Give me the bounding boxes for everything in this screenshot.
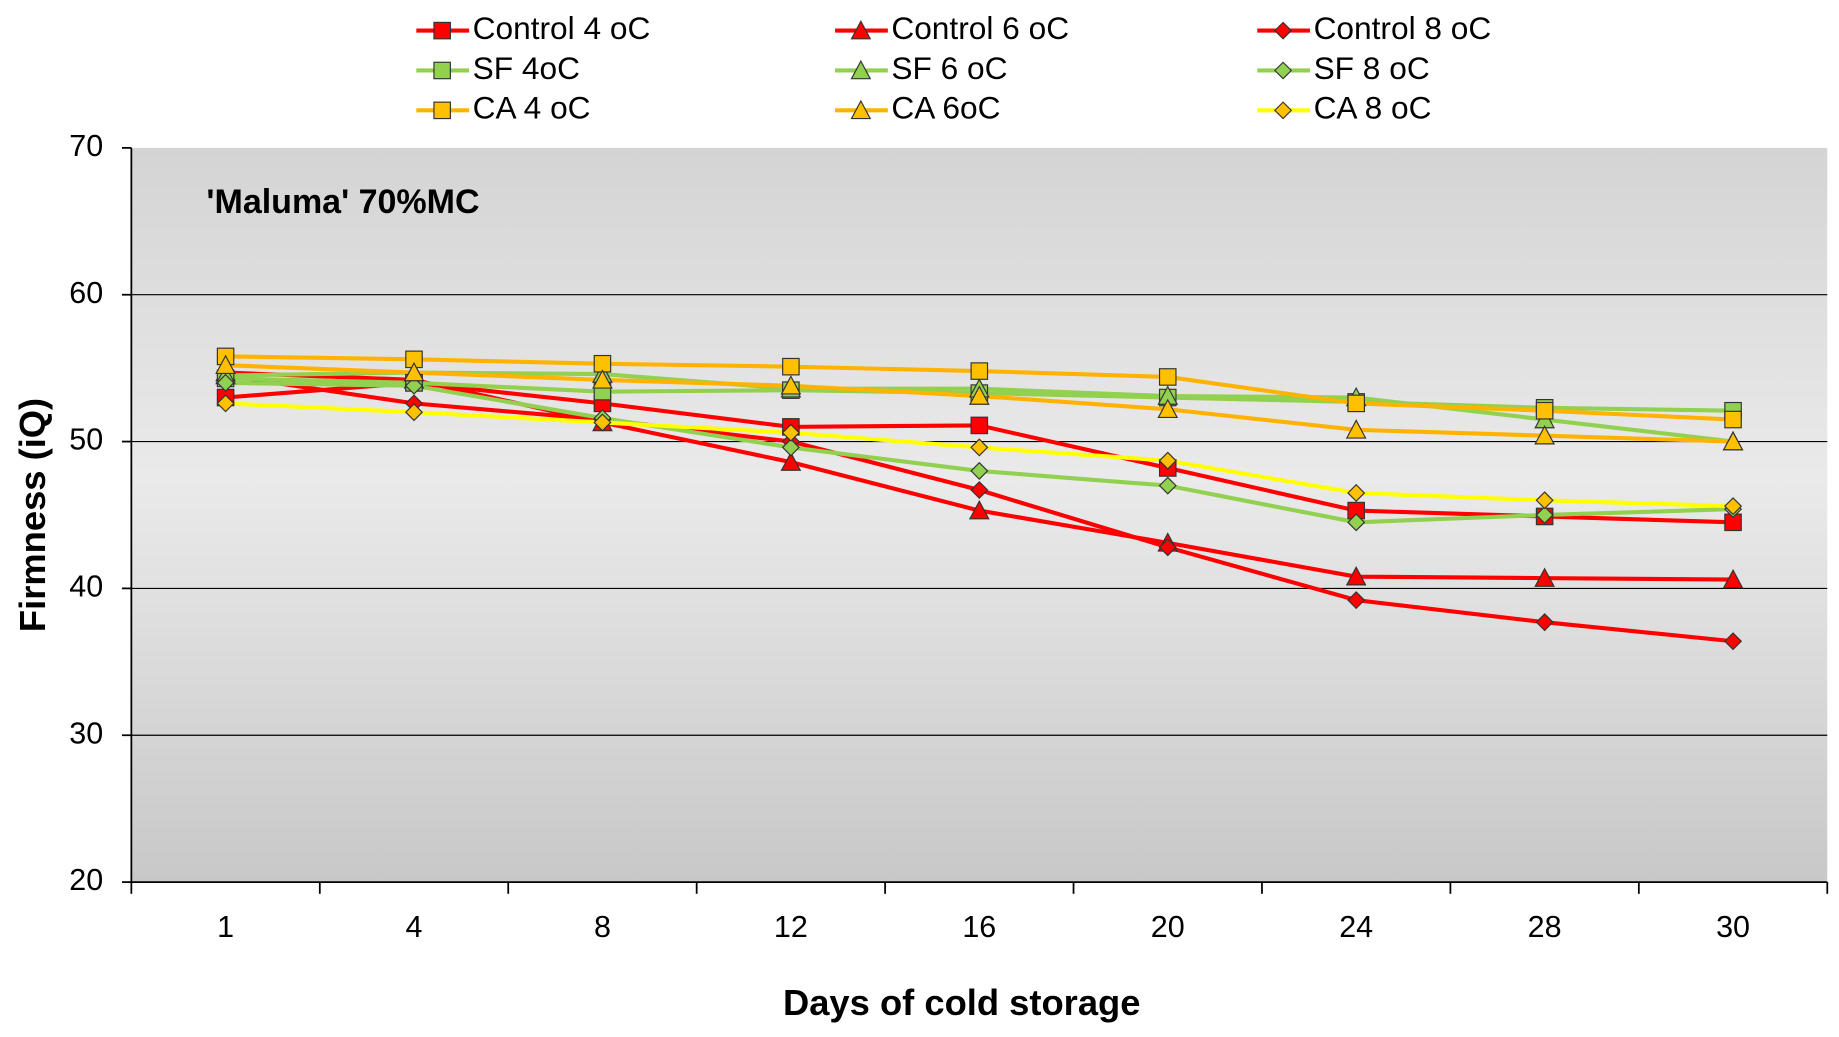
data-point: [1534, 567, 1555, 587]
legend-marker: [1274, 101, 1293, 120]
data-point: [1534, 425, 1555, 445]
data-point: [404, 376, 424, 395]
data-point: [1724, 410, 1742, 429]
y-tick-label: 30: [69, 716, 103, 750]
data-point: [780, 375, 802, 395]
data-point: [403, 361, 425, 382]
data-point: [1724, 632, 1743, 651]
y-tick-label: 60: [69, 276, 103, 310]
legend-label: CA 8 oC: [1314, 90, 1432, 126]
y-axis-title: Firmness (iQ): [12, 398, 53, 632]
legend-label: SF 8 oC: [1314, 50, 1430, 86]
data-point: [1722, 430, 1744, 451]
data-point: [404, 403, 424, 422]
x-tick-label: 24: [1339, 910, 1373, 944]
x-tick-label: 16: [962, 910, 996, 944]
data-point: [216, 394, 235, 413]
data-point: [1722, 568, 1744, 589]
legend-marker: [433, 61, 451, 80]
data-point: [1158, 538, 1177, 557]
legend-marker: [1274, 21, 1293, 40]
data-point: [970, 362, 989, 380]
data-point: [780, 451, 802, 471]
legend-marker: [433, 21, 451, 40]
data-point: [968, 499, 990, 520]
data-point: [1345, 566, 1367, 586]
legend-marker: [850, 99, 872, 120]
x-tick-label: 12: [774, 910, 808, 944]
legend-marker: [850, 59, 872, 80]
data-point: [1535, 401, 1554, 420]
legend-label: CA 6oC: [891, 90, 1000, 126]
y-tick-label: 20: [69, 863, 103, 897]
data-point: [968, 385, 990, 405]
x-tick-label: 20: [1151, 910, 1185, 944]
legend-label: SF 4oC: [473, 50, 580, 86]
data-point: [1535, 505, 1554, 525]
x-tick-label: 30: [1716, 910, 1750, 944]
annotation: 'Maluma' 70%MC: [206, 183, 479, 221]
data-point: [781, 438, 800, 457]
x-tick-label: 8: [594, 910, 611, 944]
legend-label: Control 4 oC: [473, 10, 651, 46]
data-point: [970, 438, 989, 457]
y-tick-label: 50: [69, 423, 103, 457]
data-point: [1535, 491, 1554, 510]
legend-marker: [1274, 61, 1293, 80]
legend-label: CA 4 oC: [473, 90, 591, 126]
data-point: [1724, 497, 1743, 516]
data-point: [1535, 613, 1554, 632]
data-point: [970, 480, 989, 500]
x-axis-title: Days of cold storage: [783, 982, 1140, 1023]
legend-marker: [850, 19, 872, 40]
data-point: [1347, 591, 1366, 610]
data-point: [1158, 368, 1177, 386]
data-point: [970, 461, 989, 480]
data-point: [215, 354, 236, 375]
data-point: [970, 416, 989, 435]
legend-label: Control 8 oC: [1314, 10, 1492, 46]
x-tick-label: 1: [217, 910, 234, 944]
x-tick-label: 28: [1528, 910, 1562, 944]
data-point: [216, 373, 235, 392]
data-point: [593, 413, 612, 432]
data-point: [1157, 398, 1179, 419]
data-point: [782, 357, 800, 376]
y-tick-label: 40: [69, 569, 103, 603]
data-point: [781, 423, 800, 442]
legend-marker: [433, 101, 451, 120]
data-point: [1345, 419, 1367, 439]
data-point: [1158, 451, 1177, 470]
legend-label: Control 6 oC: [891, 10, 1069, 46]
legend-label: SF 6 oC: [891, 50, 1007, 86]
y-tick-label: 70: [69, 129, 103, 163]
data-point: [592, 369, 613, 389]
data-point: [1347, 483, 1366, 502]
data-point: [1347, 513, 1366, 532]
data-point: [1347, 394, 1365, 413]
data-point: [1158, 476, 1177, 495]
x-tick-label: 4: [406, 910, 423, 944]
